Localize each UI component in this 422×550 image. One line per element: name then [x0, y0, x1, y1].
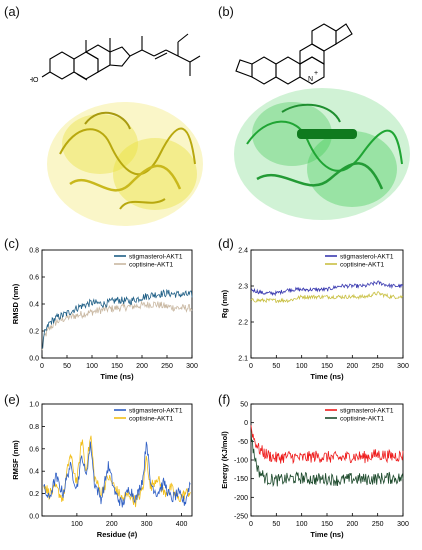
chart-d-xtick-label: 0 — [249, 363, 253, 370]
chart-f-xtick-label: 50 — [272, 521, 280, 528]
chart-f-xtick-label: 0 — [249, 521, 253, 528]
panel-label-c: (c) — [4, 236, 20, 251]
chart-f-ytick-label: -100 — [234, 458, 248, 465]
chart-c-ytick-label: 0.0 — [29, 356, 39, 363]
chart-e-ytick-label: 0.8 — [29, 424, 39, 431]
atom-label-n: N — [308, 76, 313, 83]
chart-c-ytick-label: 0.8 — [29, 248, 39, 255]
chart-c-ytick-label: 0.6 — [29, 275, 39, 282]
chart-f-xtick-label: 150 — [321, 521, 333, 528]
chart-c-xlabel: Time (ns) — [100, 372, 134, 381]
chart-f-legend-label-2: coptisine-AKT1 — [340, 415, 384, 422]
docked-ligand — [297, 129, 357, 139]
chart-e-ytick-label: 0.6 — [29, 446, 39, 453]
chart-d-ylabel: Rg (nm) — [220, 289, 229, 318]
chart-c-xtick-label: 100 — [86, 363, 98, 370]
chart-c-xtick-label: 250 — [161, 363, 173, 370]
chart-d-ytick-label: 2.2 — [238, 320, 248, 327]
akt1-protein-green — [234, 88, 410, 220]
chart-f-series-line-1 — [250, 425, 404, 465]
chart-rmsf: 100 200 300 400 0.0 0.2 0.4 0.6 0.8 1.0 Residue (#… — [11, 402, 193, 539]
chart-e-xtick-label: 300 — [141, 521, 153, 528]
chart-rg: 0 50 100 150 200 250 300 2.1 2.2 2.3 2.4 Time (ns) R… — [220, 248, 409, 382]
chart-c-legend-label-1: stigmasterol-AKT1 — [129, 253, 183, 260]
chart-f-legend-label-1: stigmasterol-AKT1 — [340, 407, 394, 414]
chart-e-xlabel: Residue (#) — [97, 530, 138, 539]
chart-d-series-line-2 — [250, 291, 404, 304]
panel-label-a: (a) — [4, 4, 20, 19]
chart-d-xtick-label: 100 — [296, 363, 308, 370]
chart-f-ytick-label: -150 — [234, 476, 248, 483]
chart-e-ylabel: RMSF (nm) — [11, 440, 20, 480]
chart-e-ytick-label: 0.4 — [29, 469, 39, 476]
chart-c-xtick-label: 150 — [111, 363, 123, 370]
chart-f-ytick-label: 0 — [244, 420, 248, 427]
chart-c-xtick-label: 300 — [186, 363, 198, 370]
chart-c-ytick-label: 0.2 — [29, 329, 39, 336]
chart-f-xtick-label: 200 — [346, 521, 358, 528]
chart-e-series-line-1 — [43, 441, 191, 508]
chart-f-xtick-label: 100 — [296, 521, 308, 528]
chart-d-xtick-label: 300 — [397, 363, 409, 370]
chart-e-xtick-label: 400 — [176, 521, 188, 528]
chart-e-ytick-label: 0.0 — [29, 514, 39, 521]
chart-f-xtick-label: 300 — [397, 521, 409, 528]
atom-label-ho: HO — [30, 77, 39, 84]
chart-d-xtick-label: 200 — [346, 363, 358, 370]
chart-d-ytick-label: 2.1 — [238, 356, 248, 363]
chart-f-ytick-label: -50 — [238, 439, 248, 446]
chart-c-ytick-label: 0.4 — [29, 302, 39, 309]
chart-rmsd: 0 50 100 150 200 250 300 0.0 0.2 0.4 0.6 0.8 Time (n… — [11, 248, 198, 382]
chart-e-xtick-label: 100 — [71, 521, 83, 528]
chart-d-xtick-label: 150 — [321, 363, 333, 370]
chart-e-ytick-label: 1.0 — [29, 402, 39, 409]
chart-c-ylabel: RMSD (nm) — [11, 283, 20, 324]
atom-label-charge: + — [314, 70, 318, 77]
chart-d-xlabel: Time (ns) — [310, 372, 344, 381]
chart-f-series-line-2 — [250, 431, 404, 488]
chart-f-xtick-label: 250 — [372, 521, 384, 528]
chart-e-frame — [41, 403, 193, 517]
chart-d-legend-label-2: coptisine-AKT1 — [340, 261, 384, 268]
chart-e-xtick-label: 200 — [106, 521, 118, 528]
chart-c-xtick-label: 50 — [63, 363, 71, 370]
chart-d-xtick-label: 250 — [372, 363, 384, 370]
chart-f-xlabel: Time (ns) — [310, 530, 344, 539]
panel-a-structure-image: HO — [30, 33, 203, 226]
panel-b-structure-image: N + — [234, 23, 410, 220]
chart-d-xtick-label: 50 — [272, 363, 280, 370]
chart-f-ytick-label: -200 — [234, 495, 248, 502]
panel-label-e: (e) — [4, 392, 20, 407]
chart-f-ylabel: Energy (KJ/mol) — [220, 431, 229, 489]
chart-d-ytick-label: 2.3 — [238, 284, 248, 291]
chart-f-ytick-label: -250 — [234, 514, 248, 521]
chart-e-series-line-2 — [43, 435, 191, 508]
chart-d-legend-label-1: stigmasterol-AKT1 — [340, 253, 394, 260]
chart-e-legend-label-1: stigmasterol-AKT1 — [129, 407, 183, 414]
stigmasterol-skeleton — [41, 33, 201, 81]
chart-c-legend-label-2: coptisine-AKT1 — [129, 261, 173, 268]
chart-c-series-line-1 — [41, 288, 193, 349]
chart-e-legend-label-2: coptisine-AKT1 — [129, 415, 173, 422]
coptisine-skeleton — [235, 23, 353, 85]
chart-d-ytick-label: 2.4 — [238, 248, 248, 255]
panel-label-f: (f) — [218, 392, 231, 407]
chart-e-ytick-label: 0.2 — [29, 491, 39, 498]
chart-d-series-line-1 — [250, 280, 404, 297]
panel-label-d: (d) — [218, 236, 234, 251]
akt1-protein-yellow — [47, 102, 203, 226]
panel-label-b: (b) — [218, 4, 234, 19]
chart-energy: 0 50 100 150 200 250 300 -250 -200 -150 -100 -50 0 50… — [220, 402, 409, 540]
chart-c-xtick-label: 0 — [40, 363, 44, 370]
chart-f-ytick-label: 50 — [240, 402, 248, 409]
chart-c-xtick-label: 200 — [136, 363, 148, 370]
chart-c-series-line-2 — [41, 300, 193, 351]
